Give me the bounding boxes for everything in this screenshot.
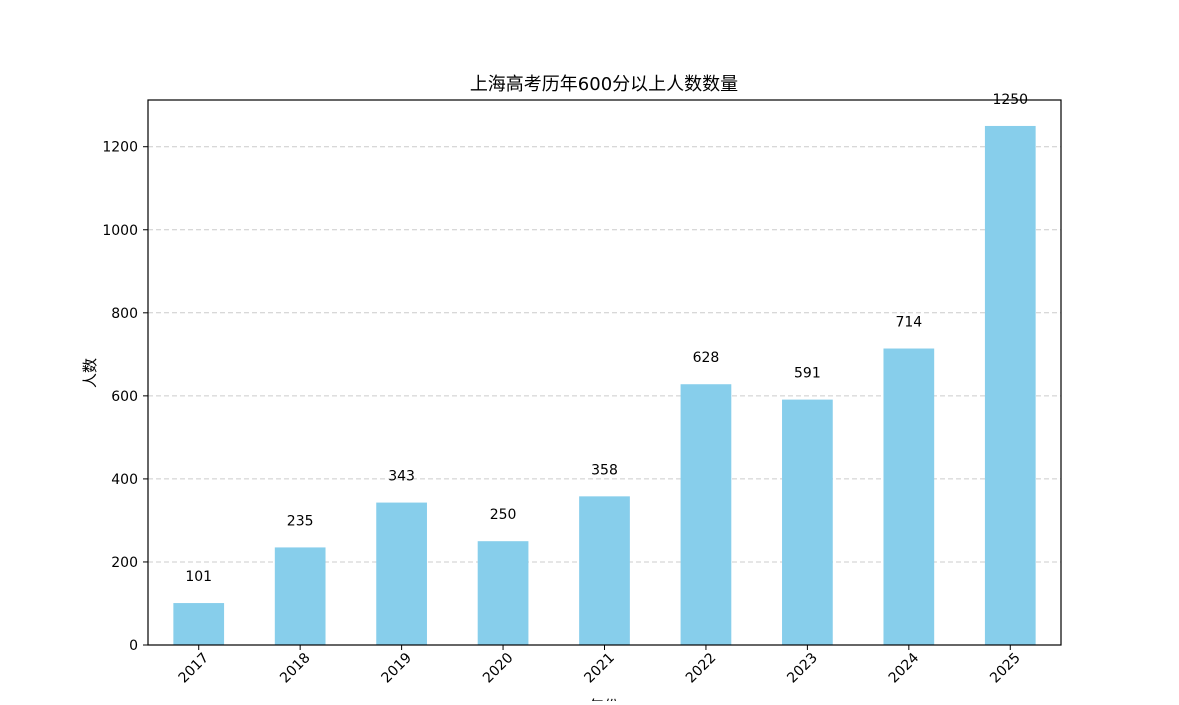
- x-axis-label: 年份: [589, 697, 619, 701]
- bar-2024: [883, 348, 935, 645]
- data-label-2019: 343: [388, 469, 415, 485]
- bar-2018: [274, 547, 326, 645]
- y-tick-label: 600: [111, 389, 138, 405]
- y-axis-label: 人数: [81, 358, 99, 388]
- bar-2020: [477, 541, 529, 645]
- y-tick-label: 800: [111, 306, 138, 322]
- y-tick-label: 0: [129, 638, 138, 654]
- data-label-2017: 101: [185, 569, 212, 585]
- data-label-2018: 235: [287, 513, 314, 529]
- x-tick-label: 2023: [784, 650, 821, 687]
- bar-2022: [680, 384, 732, 645]
- data-label-2020: 250: [490, 507, 517, 523]
- x-tick-label: 2021: [581, 650, 618, 687]
- x-tick-label: 2025: [987, 650, 1024, 687]
- y-axis-ticks: 0 200 400 600 800 1000 1200: [102, 140, 148, 654]
- x-tick-label: 2024: [886, 650, 923, 687]
- x-tick-label: 2017: [176, 650, 213, 687]
- y-tick-label: 200: [111, 555, 138, 571]
- x-axis-ticks: 2017 2018 2019 2020 2021 2022 2023 2024 2025: [176, 645, 1024, 686]
- bar-2019: [376, 502, 427, 645]
- x-tick-label: 2022: [683, 650, 720, 687]
- bar-2021: [579, 496, 630, 645]
- y-tick-label: 400: [111, 472, 138, 488]
- data-label-2024: 714: [895, 315, 922, 331]
- bar-2017: [173, 603, 225, 645]
- y-tick-label: 1200: [102, 140, 138, 156]
- data-label-2021: 358: [591, 462, 618, 478]
- data-label-2022: 628: [693, 350, 720, 366]
- bar-2025: [984, 125, 1036, 645]
- x-tick-label: 2019: [379, 650, 416, 687]
- x-tick-label: 2020: [480, 650, 517, 687]
- x-tick-label: 2018: [277, 650, 314, 687]
- y-tick-label: 1000: [102, 223, 138, 239]
- bar-2023: [782, 399, 833, 645]
- chart-title: 上海高考历年600分以上人数数量: [470, 74, 738, 95]
- bars: [173, 125, 1036, 645]
- data-label-2023: 591: [794, 366, 821, 382]
